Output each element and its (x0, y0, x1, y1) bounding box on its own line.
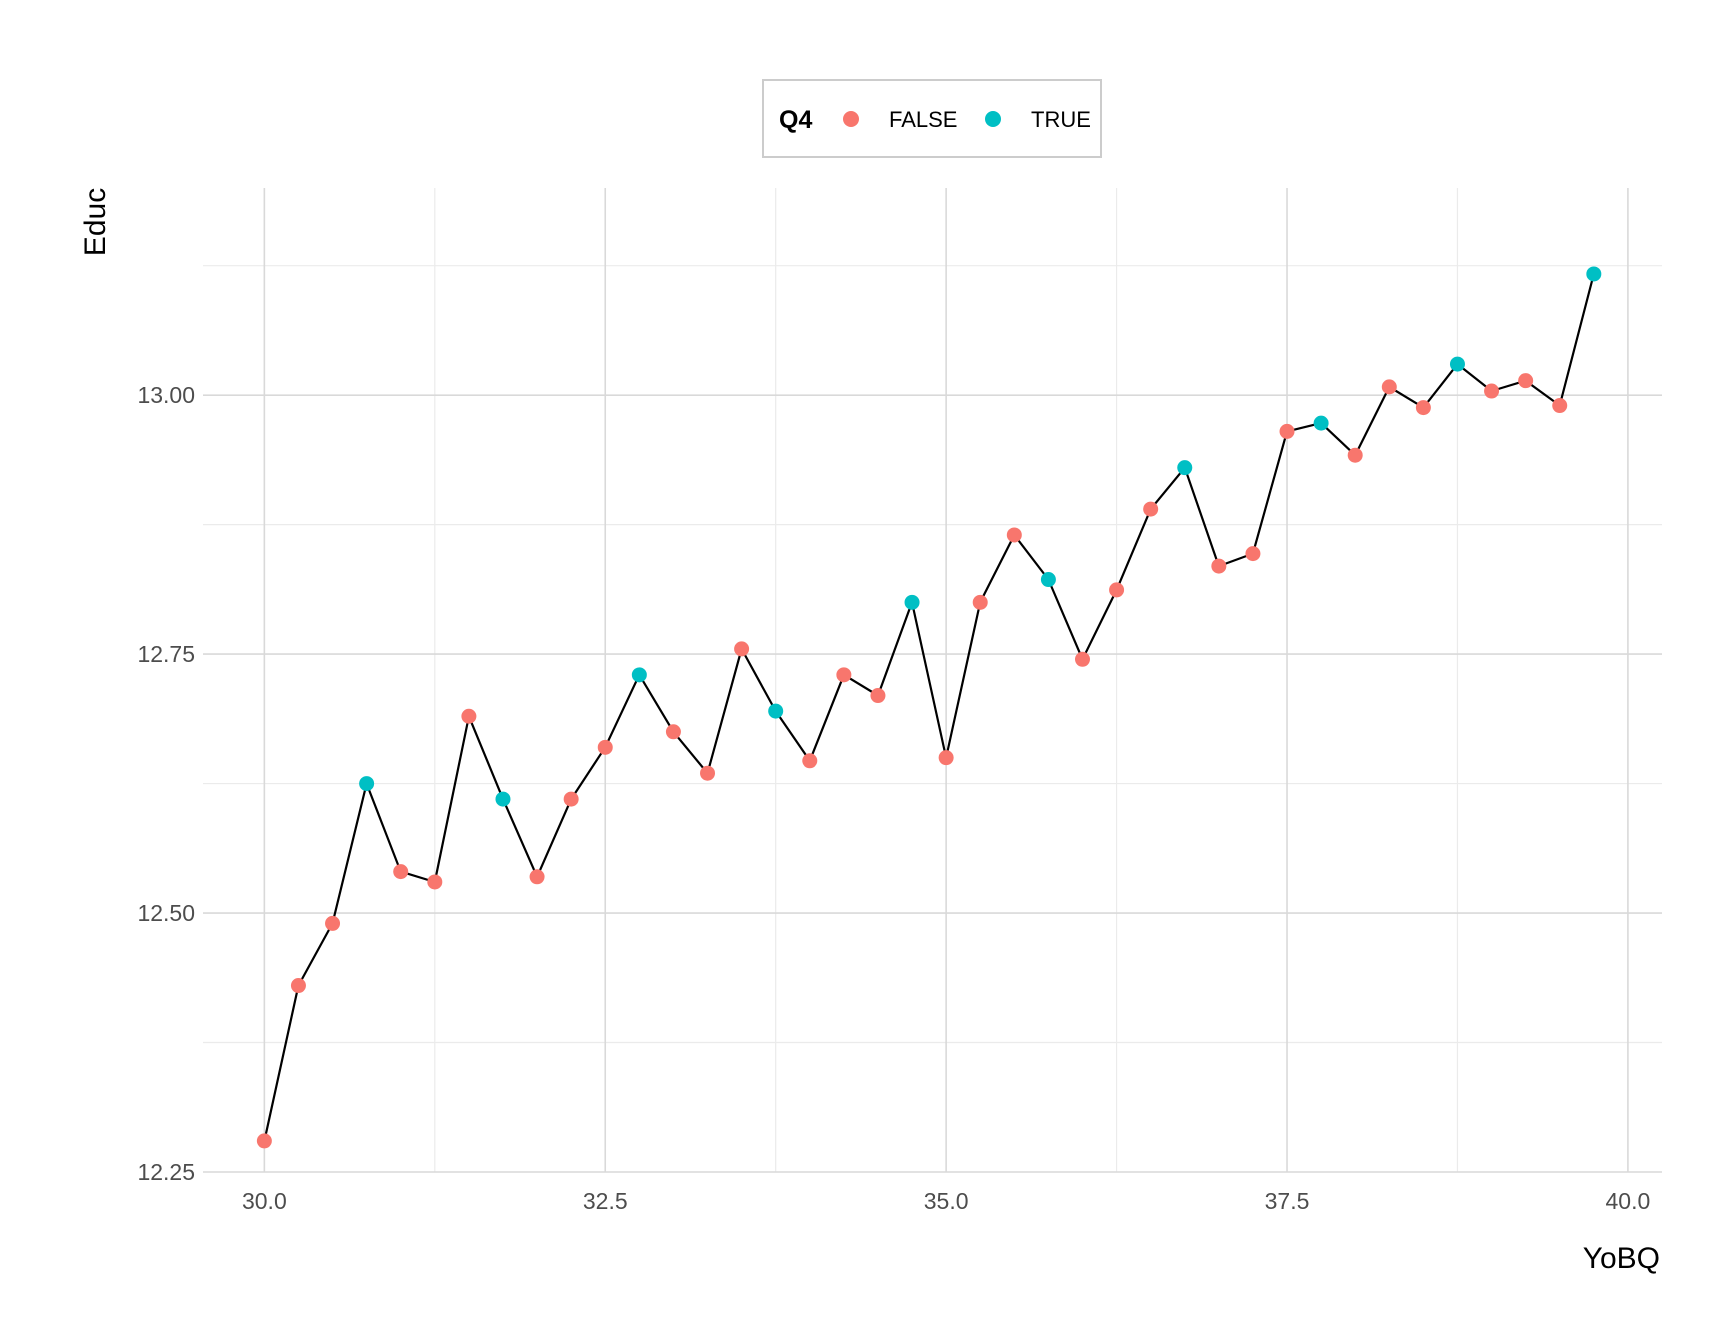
data-point-false (393, 864, 409, 880)
data-point-false (427, 874, 443, 890)
legend-label-true: TRUE (1031, 107, 1091, 132)
data-point-false (597, 739, 613, 755)
data-point-false (1415, 400, 1431, 416)
data-point-false (325, 915, 341, 931)
legend-title: Q4 (779, 106, 812, 134)
axis-ticks: 30.0 32.5 35.0 37.5 40.0 12.25 12.50 12.75 13.00 (137, 382, 1650, 1214)
legend-box (762, 79, 1102, 158)
data-point-false (1211, 558, 1227, 574)
data-point-false (802, 753, 818, 769)
x-axis-title: YoBQ (1583, 1242, 1660, 1275)
data-point-false (290, 978, 306, 994)
data-point-false (1245, 546, 1261, 562)
y-axis-title: Educ (79, 188, 112, 256)
data-point-true (768, 703, 784, 719)
data-point-true (631, 667, 647, 683)
y-tick-label: 12.75 (137, 641, 195, 667)
data-point-true (1177, 460, 1193, 476)
data-point-true (495, 791, 511, 807)
x-tick-label: 30.0 (242, 1188, 287, 1214)
data-point-false (1143, 501, 1159, 517)
data-point-true (904, 594, 920, 610)
x-tick-label: 35.0 (924, 1188, 969, 1214)
data-point-true (1449, 356, 1465, 372)
legend-key-true (985, 111, 1001, 127)
legend: Q4 FALSE TRUE (762, 79, 1102, 158)
data-point-false (700, 765, 716, 781)
data-point-true (1040, 572, 1056, 588)
data-point-false (1484, 383, 1500, 399)
legend-label-false: FALSE (889, 107, 957, 132)
y-tick-label: 13.00 (137, 382, 195, 408)
data-point-false (972, 594, 988, 610)
data-points (256, 266, 1602, 1149)
y-tick-label: 12.50 (137, 900, 195, 926)
grid (203, 188, 1662, 1173)
data-point-false (734, 641, 750, 657)
data-point-false (1109, 582, 1125, 598)
y-tick-label: 12.25 (137, 1159, 195, 1185)
data-point-false (529, 869, 545, 885)
educ-line (263, 273, 1595, 1142)
data-point-false (1279, 423, 1295, 439)
series-line (263, 273, 1595, 1142)
x-tick-label: 32.5 (583, 1188, 628, 1214)
x-tick-label: 37.5 (1265, 1188, 1310, 1214)
data-point-true (1586, 266, 1602, 282)
legend-key-false (843, 111, 859, 127)
data-point-false (1552, 398, 1568, 414)
data-point-false (1006, 527, 1022, 543)
data-point-false (1518, 373, 1534, 389)
data-point-false (665, 724, 681, 740)
data-point-false (1381, 379, 1397, 395)
data-point-false (1074, 651, 1090, 667)
x-tick-label: 40.0 (1606, 1188, 1651, 1214)
data-point-false (836, 667, 852, 683)
data-point-false (870, 688, 886, 704)
data-point-false (256, 1133, 272, 1149)
data-point-true (359, 776, 375, 792)
data-point-true (1313, 415, 1329, 431)
data-point-false (563, 791, 579, 807)
data-point-false (461, 708, 477, 724)
data-point-false (938, 750, 954, 766)
data-point-false (1347, 447, 1363, 463)
